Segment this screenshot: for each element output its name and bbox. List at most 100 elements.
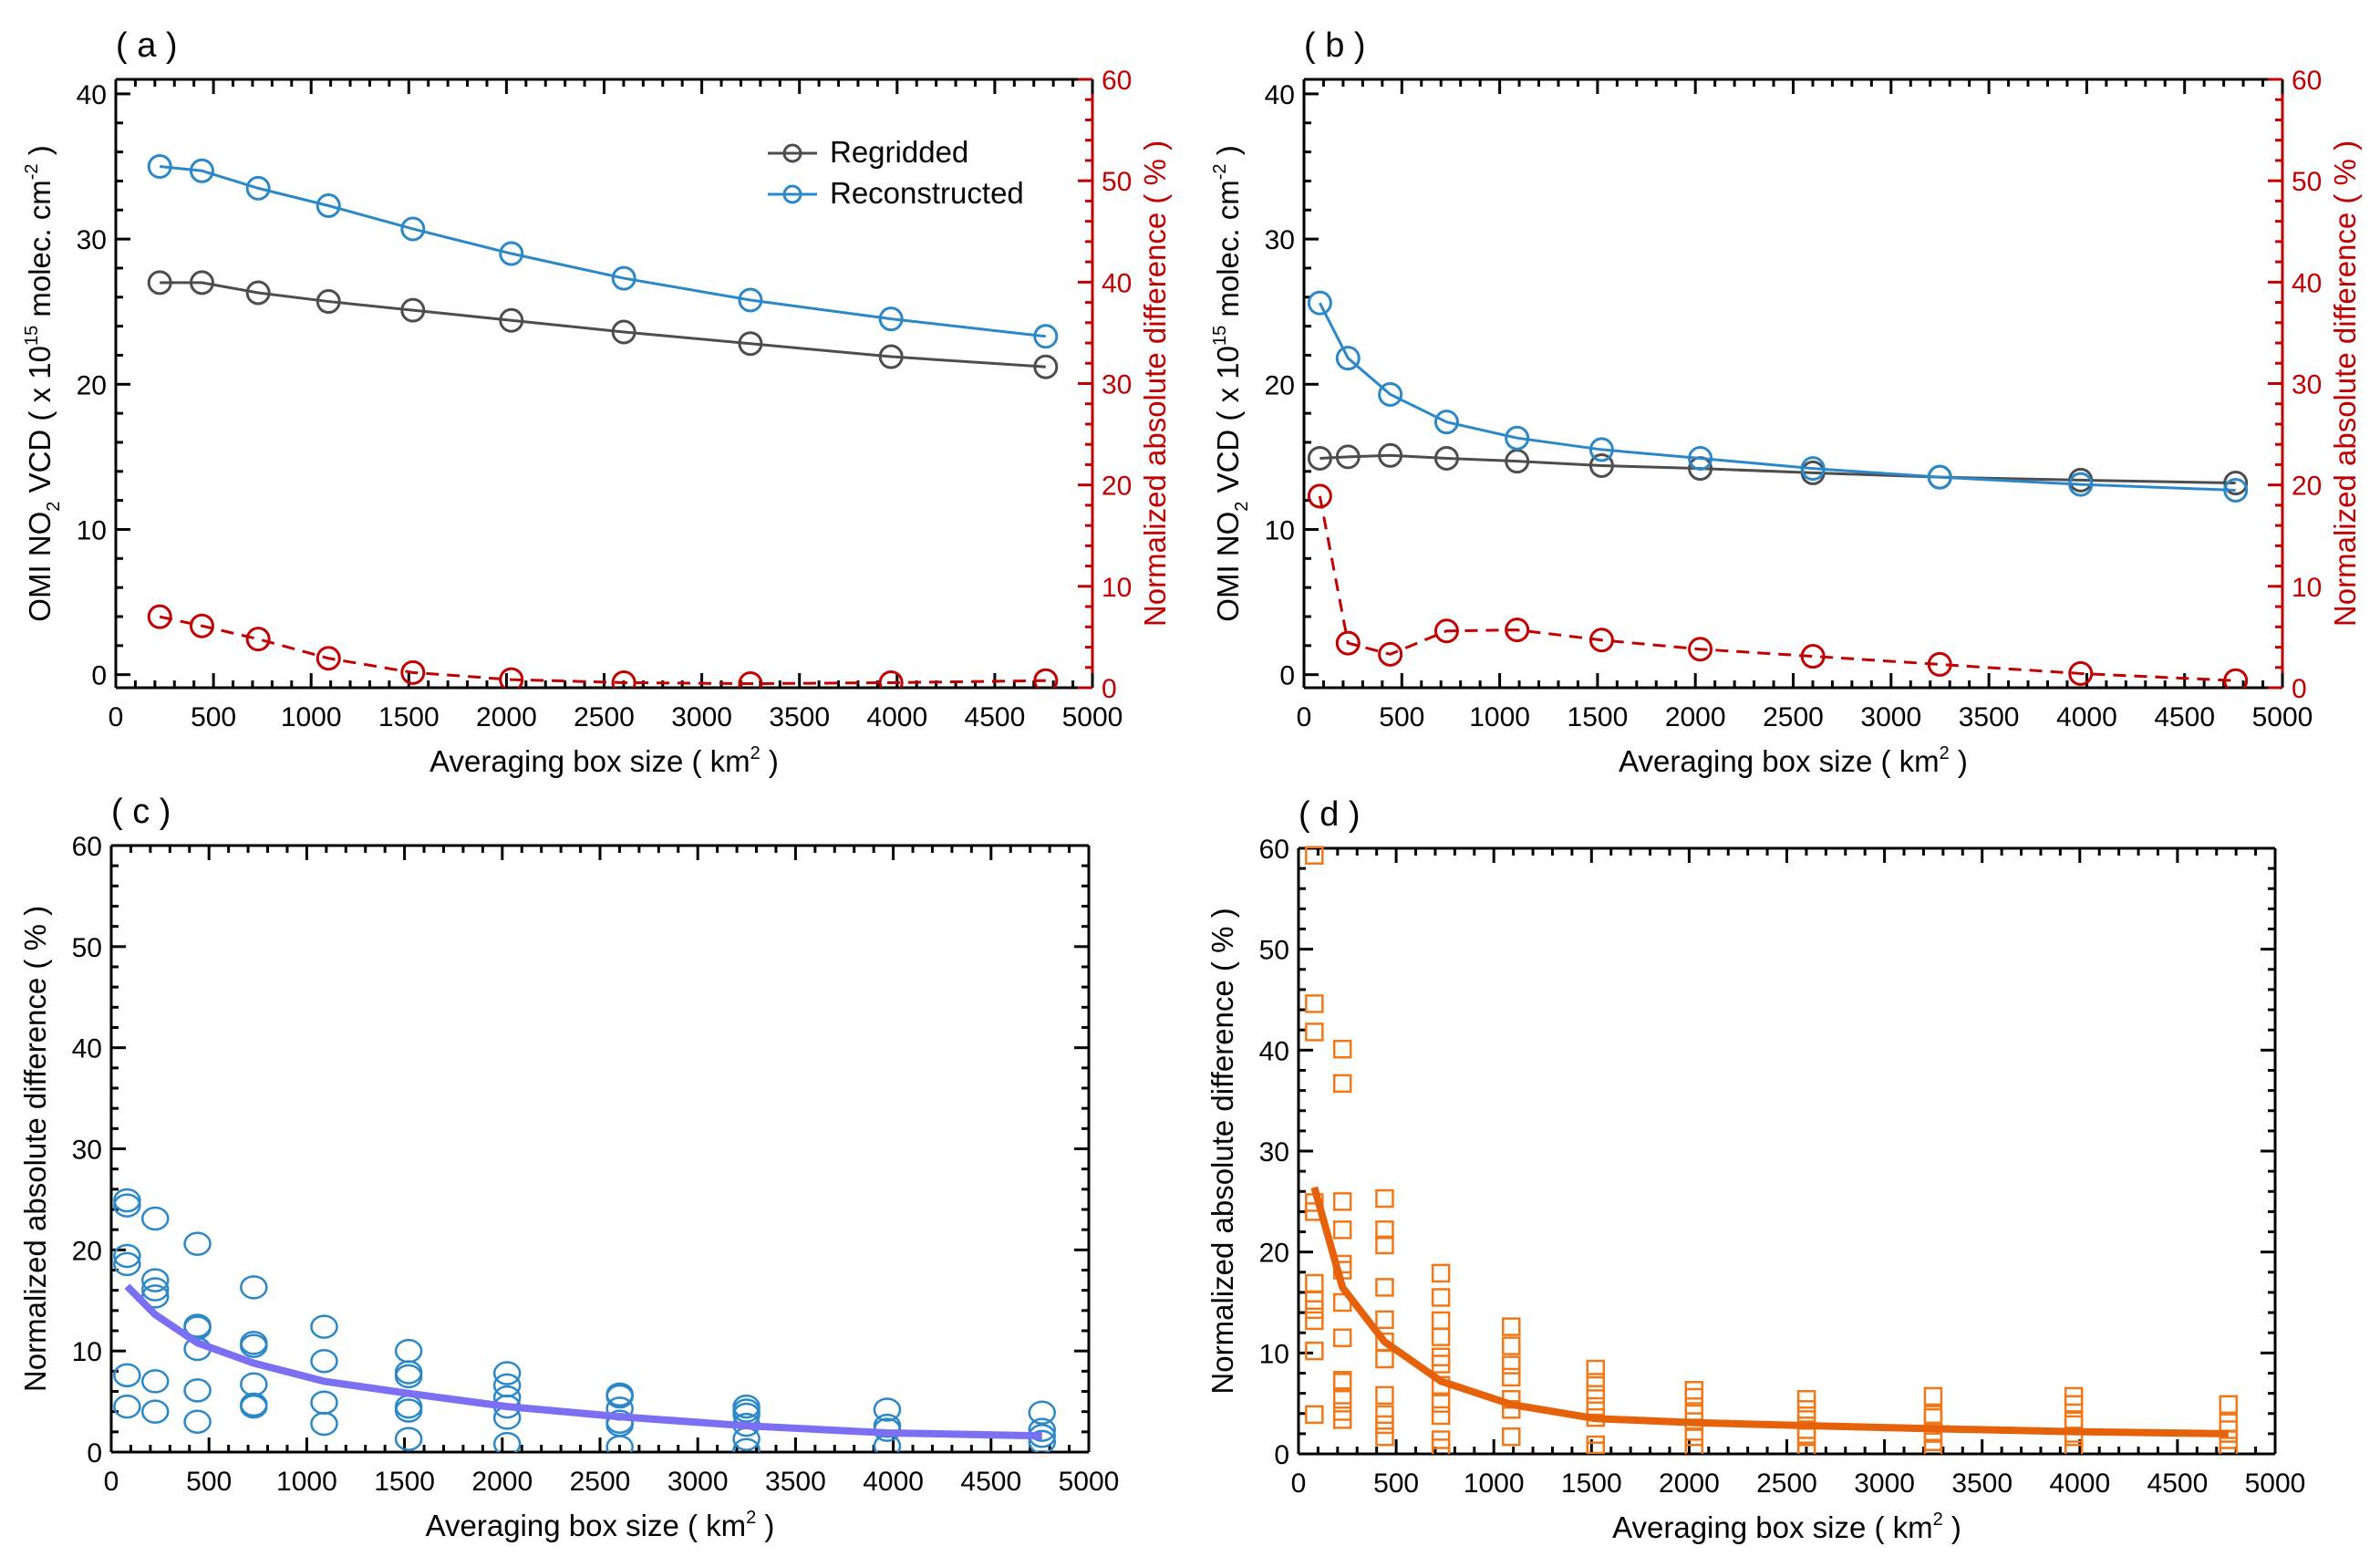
x-axis-title-text: Averaging box size ( km (426, 1509, 747, 1542)
panel-b: ( b )0 500 1000 1500 2000 2500 3000 3500 4000 450… (1210, 26, 2362, 778)
legend: Regridded Reconstructed (768, 135, 1024, 210)
data-point-square (1586, 1373, 1606, 1392)
data-point-circle (183, 1231, 212, 1256)
x-tick-label: 3500 (765, 1467, 826, 1497)
scatter-points (113, 1188, 1057, 1452)
data-point-square (1305, 1273, 1324, 1293)
plot-area (1305, 846, 2239, 1454)
data-point-circle (1588, 437, 1614, 462)
left-y-axis-title-b: VCD ( x 10 (1211, 346, 1245, 502)
data-point-circle (1800, 644, 1826, 669)
data-point-circle (310, 1390, 338, 1415)
data-point-circle (316, 289, 341, 315)
data-point-square (1586, 1396, 1606, 1417)
data-point-square (1684, 1381, 1704, 1400)
left-y-axis-title: OMI NO2 VCD ( x 1015 molec. cm-2 ) (22, 145, 64, 621)
x-tick-label: 4000 (2056, 702, 2117, 732)
data-point-square (1375, 1235, 1394, 1255)
data-point-circle (140, 1399, 170, 1424)
x-axis-title-end: ) (1943, 1510, 1961, 1544)
data-point-square (1375, 1427, 1394, 1447)
left-y-axis-title-sup2: -2 (22, 163, 42, 180)
data-point-circle (240, 1275, 268, 1300)
series-line (1318, 495, 2236, 682)
data-point-circle (738, 331, 763, 357)
data-point-circle (113, 1394, 141, 1419)
mean-fit-line (124, 1283, 1042, 1440)
data-point-circle (245, 280, 271, 306)
data-point-circle (240, 1372, 268, 1396)
data-point-square (1305, 1022, 1324, 1042)
series-line (160, 281, 1046, 368)
data-point-square (1305, 1300, 1324, 1319)
data-point-circle (1378, 442, 1403, 468)
data-point-circle (1307, 290, 1332, 316)
panel-a: ( a )0 500 1000 1500 2000 2500 3000 3500 4000 450… (22, 26, 1172, 778)
x-axis-title-end: ) (761, 744, 779, 778)
data-point-square (1375, 1349, 1394, 1369)
x-tick-label: 4000 (863, 1467, 924, 1497)
data-point-square (1375, 1405, 1394, 1425)
data-point-square (1332, 1039, 1352, 1059)
data-point-circle (1927, 651, 1952, 677)
data-point-circle (499, 307, 524, 333)
y2-tick-label: 50 (1102, 167, 1132, 197)
panel-label: ( d ) (1299, 795, 1361, 834)
left-y-axis-title-sup: 15 (22, 326, 42, 346)
data-point-square (1796, 1400, 1816, 1419)
data-point-circle (140, 1369, 170, 1394)
x-tick-label: 4500 (965, 702, 1026, 732)
data-point-square (1796, 1441, 1816, 1454)
x-tick-label: 500 (1373, 1468, 1419, 1499)
y-tick-label: 10 (1259, 1339, 1289, 1369)
data-point-circle (1433, 410, 1459, 435)
data-point-square (1431, 1347, 1451, 1367)
data-point-circle (1588, 628, 1614, 653)
y-tick-label: 30 (1265, 225, 1295, 255)
y2-tick-label: 50 (2292, 167, 2322, 197)
data-point-square (1586, 1359, 1606, 1379)
data-point-circle (1028, 1417, 1057, 1442)
data-point-circle (2223, 471, 2249, 496)
x-tick-label: 1000 (281, 702, 342, 732)
data-point-circle (1505, 425, 1530, 451)
data-point-square (1375, 1278, 1394, 1297)
y-tick-label: 30 (77, 225, 107, 255)
data-point-square (1332, 1389, 1352, 1409)
legend-marker-circle (782, 143, 802, 163)
data-point-circle (611, 319, 636, 345)
x-axis-title-sup: 2 (1933, 1510, 1943, 1530)
left-y-axis-title: OMI NO2 VCD ( x 1015 molec. cm-2 ) (1210, 145, 1252, 621)
y-tick-label: 0 (1274, 1440, 1289, 1470)
left-y-axis-title: Normalized absolute difference ( % ) (1206, 908, 1239, 1394)
x-axis-title-text: Averaging box size ( km (1619, 744, 1940, 778)
left-y-axis-title-d: ) (23, 145, 57, 163)
data-point-square (1375, 1385, 1394, 1406)
series-regridded (147, 270, 1059, 379)
data-point-circle (240, 1394, 268, 1419)
y-tick-label: 30 (72, 1136, 102, 1166)
data-point-circle (140, 1277, 170, 1302)
data-point-square (1431, 1311, 1451, 1331)
y2-tick-label: 40 (2292, 268, 2322, 298)
data-point-circle (400, 297, 426, 323)
data-point-circle (1378, 641, 1403, 667)
x-tick-label: 2000 (1665, 702, 1726, 732)
data-point-circle (732, 1437, 761, 1452)
left-y-axis-title-c: molec. cm (23, 180, 57, 326)
x-tick-label: 1000 (1469, 702, 1530, 732)
x-tick-label: 1500 (378, 702, 440, 732)
mean-fit-line (1310, 1186, 2229, 1437)
series-normalized-absolute-difference (147, 604, 1059, 688)
x-tick-label: 500 (1379, 702, 1424, 732)
data-point-circle (1335, 444, 1361, 470)
data-point-circle (1688, 637, 1713, 662)
x-tick-label: 4000 (866, 702, 927, 732)
series-line (159, 615, 1046, 686)
left-y-axis-title: Normalized absolute difference ( % ) (18, 906, 52, 1392)
data-point-square (1431, 1327, 1451, 1346)
x-tick-label: 4000 (2049, 1468, 2110, 1499)
x-axis-title-sup: 2 (750, 743, 761, 763)
left-y-axis-title-c: molec. cm (1211, 180, 1245, 326)
data-point-circle (878, 344, 904, 369)
